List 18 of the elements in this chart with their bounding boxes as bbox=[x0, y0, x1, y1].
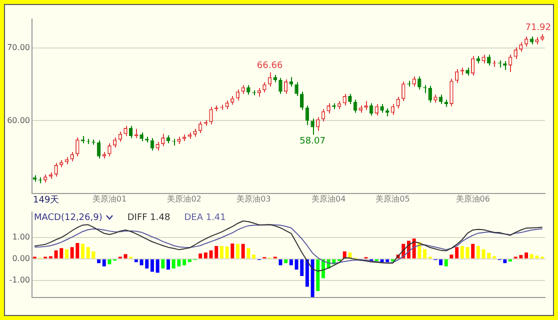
annotation: 58.07 bbox=[300, 136, 326, 147]
x-tick-label: 美原油03 bbox=[236, 194, 271, 204]
x-tick-label: 美原油02 bbox=[167, 194, 202, 204]
series-label: DEA 1.41 bbox=[184, 212, 226, 223]
x-tick-label: 美原油04 bbox=[311, 194, 346, 204]
y-tick-label: 70.00 bbox=[7, 43, 30, 52]
y-tick-label: 60.00 bbox=[7, 116, 30, 125]
x-tick-label: 美原油05 bbox=[376, 194, 410, 204]
x-tick-label: 美原油01 bbox=[92, 194, 127, 204]
text: 149天 bbox=[33, 194, 60, 206]
annotation: 71.92 bbox=[525, 22, 551, 33]
y-tick-label: -1.00 bbox=[9, 275, 30, 284]
chart-title: MACD(12,26,9) bbox=[34, 212, 102, 223]
x-tick-label: 美原油06 bbox=[456, 194, 490, 204]
y-tick-label: 0.00 bbox=[12, 254, 30, 263]
annotation: 66.66 bbox=[256, 61, 283, 72]
y-tick-label: 1.00 bbox=[12, 232, 30, 242]
series-label: DIFF 1.48 bbox=[127, 212, 170, 223]
